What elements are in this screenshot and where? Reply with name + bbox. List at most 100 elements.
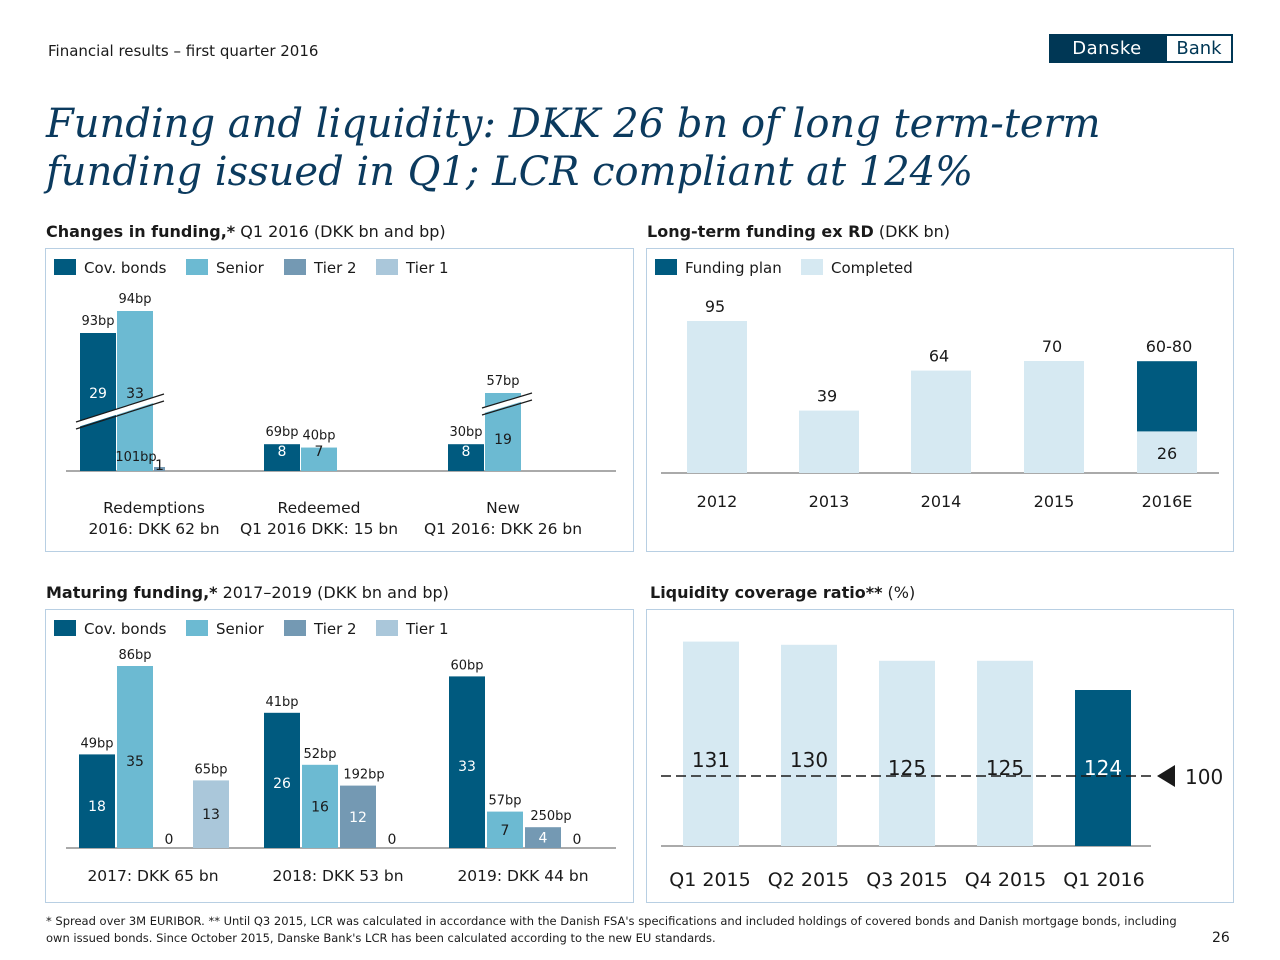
bar [449,676,485,848]
logo-right: Bank [1165,34,1233,63]
axis-break-line [75,393,165,423]
legend-label: Cov. bonds [84,620,167,638]
axis-break-line [75,400,165,430]
legend-label: Completed [831,259,913,277]
spread-label: 101bp [115,450,156,465]
legend-swatch [801,259,823,275]
category-label: 2019: DKK 44 bn [457,867,588,885]
category-sublabel: Q1 2016 DKK: 15 bn [240,520,398,538]
spread-label: 41bp [265,695,298,710]
bar [487,811,523,848]
legend-swatch [186,259,208,275]
bar [117,311,153,471]
bar [301,447,337,471]
bar-value-label: 131 [692,748,730,772]
category-label: Q1 2015 [669,869,750,891]
category-sublabel: Q1 2016: DKK 26 bn [424,520,582,538]
spread-label: 49bp [80,736,113,751]
longterm-panel-title: Long-term funding ex RD (DKK bn) [647,222,951,241]
bar-value-label: 18 [88,799,106,815]
bar [264,712,300,848]
legend-label: Tier 2 [313,620,357,638]
category-label: Q3 2015 [866,869,947,891]
category-label: 2017: DKK 65 bn [87,867,218,885]
axis-break-line [481,392,533,409]
category-label: 2018: DKK 53 bn [272,867,403,885]
legend-label: Tier 2 [313,259,357,277]
bar-value-label: 16 [311,799,329,815]
spread-label: 57bp [486,374,519,389]
bar [879,660,935,846]
bar-completed [687,321,747,473]
bar-value-label: 125 [986,756,1024,780]
legend-swatch [284,259,306,275]
bar-value-label: 0 [388,832,397,848]
bar-value-label: 125 [888,756,926,780]
spread-label: 40bp [302,429,335,444]
legend-swatch [376,620,398,636]
lcr-panel-title: Liquidity coverage ratio** (%) [650,583,916,602]
legend-swatch [186,620,208,636]
changes-panel: Cov. bonds Senior Tier 2 Tier 1 29 93bp 33 94bp… [45,248,634,552]
header-subtitle: Financial results – first quarter 2016 [48,42,319,60]
axis-break-mark [75,394,165,428]
danske-bank-logo: Danske Bank [1049,34,1233,63]
category-label: 2012 [697,492,738,511]
spread-label: 250bp [530,809,571,824]
category-label: 2015 [1034,492,1075,511]
category-label: Q2 2015 [768,869,849,891]
bar-value-label: 35 [126,754,144,770]
spread-label: 69bp [265,425,298,440]
legend-swatch [655,259,677,275]
axis-break-line [481,399,533,416]
bar [1075,690,1131,846]
bar-value-label: 7 [501,823,510,839]
legend-label: Senior [216,620,265,638]
spread-label: 65bp [194,762,227,777]
legend-label: Funding plan [685,259,782,277]
bar-completed [911,370,971,473]
bar-value-label: 39 [817,387,837,406]
changes-panel-title: Changes in funding,* Q1 2016 (DKK bn and… [46,222,446,241]
page-title: Funding and liquidity: DKK 26 bn of long… [46,101,1101,195]
threshold-label: 100 [1185,765,1223,789]
bar [193,780,229,848]
maturing-panel-title: Maturing funding,* 2017–2019 (DKK bn and… [46,583,449,602]
spread-label: 57bp [488,794,521,809]
bar-value-label: 33 [126,386,144,402]
footnote: * Spread over 3M EURIBOR. ** Until Q3 20… [46,914,1177,945]
spread-label: 30bp [449,425,482,440]
bar [154,467,165,471]
lcr-panel: Q1 2015 Q2 2015 Q3 2015 Q4 2015 Q1 2016 131 13… [646,609,1234,903]
legend-label: Tier 1 [405,620,449,638]
bar-completed [799,410,859,473]
bar-value-label: 19 [494,432,512,448]
spread-label: 93bp [81,314,114,329]
bar [683,641,739,846]
spread-label: 60bp [450,658,483,673]
bar-completed [1024,361,1084,473]
bar-value-label: 33 [458,759,476,775]
category-label: Redeemed [278,499,361,517]
bar-value-label: 64 [929,347,949,366]
logo-left: Danske [1049,34,1165,63]
category-label: 2013 [809,492,850,511]
bar-funding-plan [1137,361,1197,432]
spread-label: 192bp [343,768,384,783]
bar-value-label: 7 [315,444,324,460]
spread-label: 94bp [118,292,151,307]
legend-swatch [54,259,76,275]
category-sublabel: 2016: DKK 62 bn [88,520,219,538]
bar-value-label: 0 [165,832,174,848]
spread-label: 52bp [303,747,336,762]
bar [448,444,484,471]
category-label: 2014 [921,492,962,511]
bar-value-label: 60-80 [1146,337,1193,356]
bar [80,333,116,471]
bar-value-label: 130 [790,748,828,772]
legend-swatch [376,259,398,275]
bar-value-label: 29 [89,386,107,402]
legend-swatch [54,620,76,636]
bar [525,827,561,848]
axis-break-mark [481,393,533,414]
